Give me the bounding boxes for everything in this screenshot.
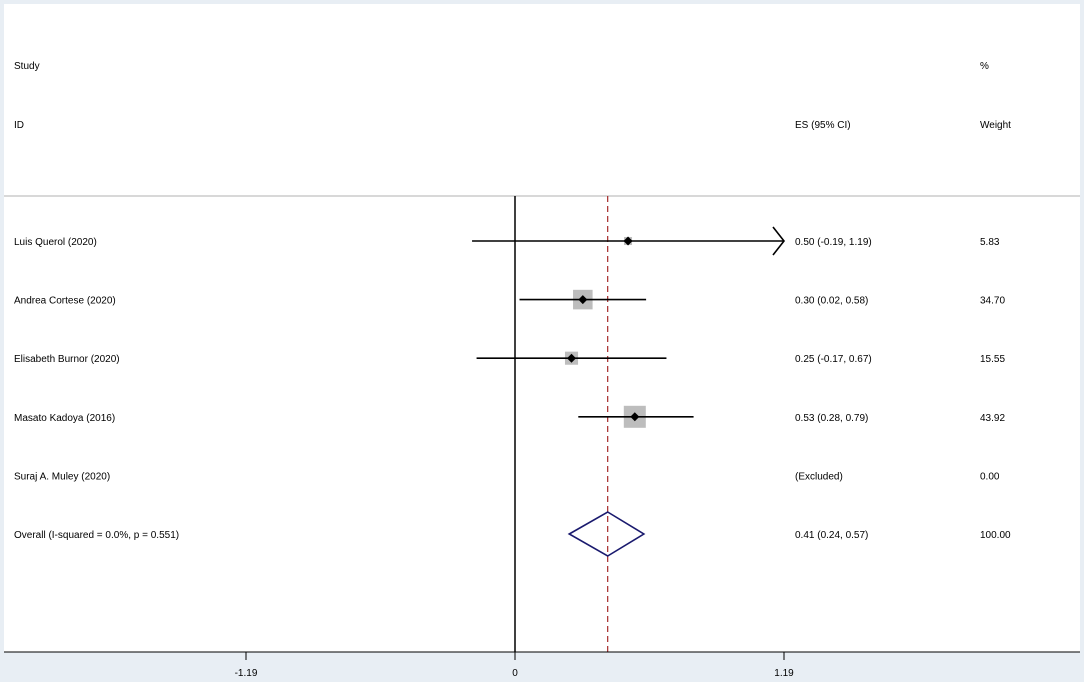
plot-background: [4, 4, 1080, 652]
study-ci-arrow: [772, 226, 786, 256]
study-weight: 0.00: [980, 471, 1000, 482]
x-tick-label: -1.19: [235, 668, 258, 679]
header-es-ci: ES (95% CI): [795, 120, 851, 131]
study-weight: 15.55: [980, 354, 1005, 365]
header-study: Study: [14, 61, 40, 72]
plot-marks: Luis Querol (2020) 0.50 (-0.19, 1.19) 5.83…: [14, 196, 1011, 652]
study-point-estimate: [623, 236, 633, 246]
study-es-ci: 0.50 (-0.19, 1.19): [795, 237, 872, 248]
study-point-estimate: [630, 412, 640, 422]
study-weight: 5.83: [980, 237, 1000, 248]
overall-weight: 100.00: [980, 530, 1011, 541]
study-weight: 34.70: [980, 296, 1005, 307]
study-es-ci: 0.25 (-0.17, 0.67): [795, 354, 872, 365]
header-id: ID: [14, 120, 24, 131]
overall-label: Overall (I-squared = 0.0%, p = 0.551): [14, 530, 179, 541]
header-weight: Weight: [980, 120, 1011, 131]
study-es-ci: 0.30 (0.02, 0.58): [795, 296, 868, 307]
x-tick-label: 0: [512, 668, 518, 679]
study-label: Elisabeth Burnor (2020): [14, 354, 120, 365]
header-weight-percent: %: [980, 61, 989, 72]
study-label: Luis Querol (2020): [14, 237, 97, 248]
overall-diamond: [567, 511, 646, 557]
study-es-ci: (Excluded): [795, 471, 843, 482]
study-es-ci: 0.53 (0.28, 0.79): [795, 413, 868, 424]
x-tick-label: 1.19: [774, 668, 794, 679]
study-weight: 43.92: [980, 413, 1005, 424]
study-label: Suraj A. Muley (2020): [14, 471, 110, 482]
x-axis-ticks: -1.19 0 1.19: [235, 652, 794, 679]
study-point-estimate: [567, 353, 577, 363]
study-label: Masato Kadoya (2016): [14, 413, 115, 424]
study-point-estimate: [578, 295, 588, 305]
overall-es-ci: 0.41 (0.24, 0.57): [795, 530, 868, 541]
study-label: Andrea Cortese (2020): [14, 296, 116, 307]
